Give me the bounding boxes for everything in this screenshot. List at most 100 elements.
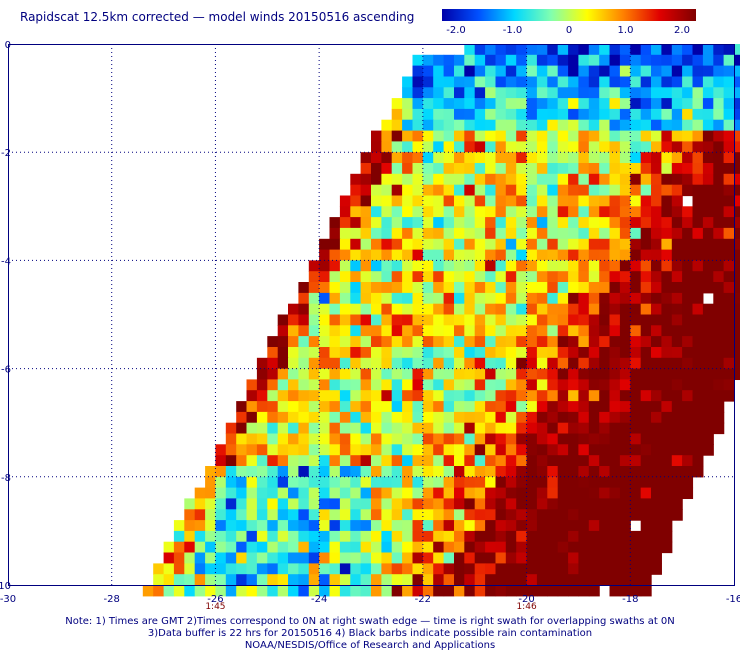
swath-cell bbox=[381, 152, 393, 164]
swath-cell bbox=[536, 379, 548, 391]
swath-cell bbox=[651, 563, 662, 575]
colorbar: -2.0 -1.0 0 1.0 2.0 bbox=[442, 9, 696, 36]
note-line-2: 3)Data buffer is 22 hrs for 20150516 4) … bbox=[147, 628, 593, 639]
swath-cell bbox=[205, 498, 217, 510]
swath-cell bbox=[236, 509, 248, 521]
swath-cell bbox=[671, 466, 683, 478]
swath-cell bbox=[464, 466, 476, 478]
swath-cell bbox=[526, 44, 538, 56]
swath-cell bbox=[588, 282, 600, 294]
swath-cell bbox=[661, 238, 673, 251]
swath-cell bbox=[464, 509, 476, 521]
swath-cell bbox=[381, 390, 393, 402]
swath-cell bbox=[225, 444, 237, 456]
swath-cell bbox=[516, 163, 528, 175]
swath-cell bbox=[329, 585, 341, 597]
swath-cell bbox=[288, 541, 299, 554]
swath-cell bbox=[474, 76, 486, 88]
swath-cell bbox=[619, 130, 631, 143]
swath-cell bbox=[547, 368, 559, 381]
swath-cell bbox=[526, 314, 538, 326]
swath-cell bbox=[412, 195, 424, 207]
swath-cell bbox=[723, 206, 735, 218]
swath-cell bbox=[350, 552, 362, 564]
swath-cell bbox=[402, 509, 414, 521]
swath-cell bbox=[412, 292, 424, 305]
swath-cell bbox=[713, 108, 725, 121]
swath-cell bbox=[454, 390, 465, 402]
swath-cell bbox=[723, 325, 735, 337]
swath-cell bbox=[547, 476, 559, 489]
swath-cell bbox=[256, 498, 268, 510]
swath-cell bbox=[609, 455, 621, 467]
swath-cell bbox=[163, 552, 175, 564]
swath-cell bbox=[308, 347, 320, 359]
swath-cell bbox=[381, 347, 393, 359]
swath-cell bbox=[661, 541, 673, 554]
swath-cell bbox=[640, 173, 652, 186]
swath-cell bbox=[215, 552, 227, 564]
swath-cell bbox=[609, 98, 621, 110]
swath-cell bbox=[391, 195, 403, 207]
swath-cell bbox=[391, 314, 403, 326]
swath-cell bbox=[702, 357, 714, 370]
swath-cell bbox=[630, 347, 642, 359]
swath-cell bbox=[661, 227, 673, 240]
swath-cell bbox=[360, 498, 372, 510]
swath-cell bbox=[630, 476, 642, 489]
swath-cell bbox=[661, 314, 673, 326]
swath-cell bbox=[339, 368, 351, 381]
swath-cell bbox=[308, 433, 320, 445]
swath-cell bbox=[225, 530, 237, 543]
swath-cell bbox=[422, 282, 434, 294]
swath-cell bbox=[454, 498, 465, 510]
swath-cell bbox=[371, 206, 382, 218]
swath-cell bbox=[630, 422, 642, 435]
swath-cell bbox=[308, 585, 320, 597]
swath-cell bbox=[402, 444, 414, 456]
swath-cell bbox=[454, 574, 465, 586]
swath-cell bbox=[588, 98, 600, 110]
swath-cell bbox=[671, 401, 683, 413]
swath-cell bbox=[516, 520, 528, 532]
swath-cell bbox=[360, 260, 372, 272]
swath-cell bbox=[443, 379, 455, 391]
swath-cell bbox=[536, 530, 548, 543]
swath-cell bbox=[568, 130, 580, 143]
swath-cell bbox=[371, 411, 382, 424]
x-tick-label: -22 bbox=[415, 594, 431, 605]
swath-cell bbox=[246, 401, 258, 413]
swath-cell bbox=[630, 303, 642, 316]
swath-cell bbox=[630, 87, 642, 99]
swath-cell bbox=[536, 260, 548, 272]
swath-cell bbox=[578, 563, 590, 575]
swath-cell bbox=[412, 217, 424, 229]
swath-cell bbox=[702, 411, 714, 424]
x-tick-label: -24 bbox=[311, 594, 327, 605]
swath-cell bbox=[619, 76, 631, 88]
colorbar-tick-label: -2.0 bbox=[446, 25, 466, 36]
swath-cell bbox=[536, 141, 548, 153]
swath-cell bbox=[485, 163, 497, 175]
swath-cell bbox=[485, 76, 497, 88]
swath-cell bbox=[422, 487, 434, 500]
swath-cell bbox=[308, 379, 320, 391]
swath-cell bbox=[485, 357, 497, 370]
swath-cell bbox=[588, 466, 600, 478]
swath-cell bbox=[619, 422, 631, 435]
swath-cell bbox=[329, 390, 341, 402]
swath-cell bbox=[682, 303, 694, 316]
swath-cell bbox=[578, 303, 590, 316]
swath-cell bbox=[505, 530, 517, 543]
swath-cell bbox=[329, 314, 341, 326]
swath-cell bbox=[599, 184, 611, 197]
swath-cell bbox=[443, 238, 455, 251]
swath-cell bbox=[568, 433, 580, 445]
swath-cell bbox=[443, 487, 455, 500]
swath-cell bbox=[298, 422, 310, 435]
swath-cell bbox=[651, 552, 662, 564]
swath-cell bbox=[391, 563, 403, 575]
swath-cell bbox=[236, 401, 248, 413]
swath-cell bbox=[246, 476, 258, 489]
swath-cell bbox=[350, 563, 362, 575]
